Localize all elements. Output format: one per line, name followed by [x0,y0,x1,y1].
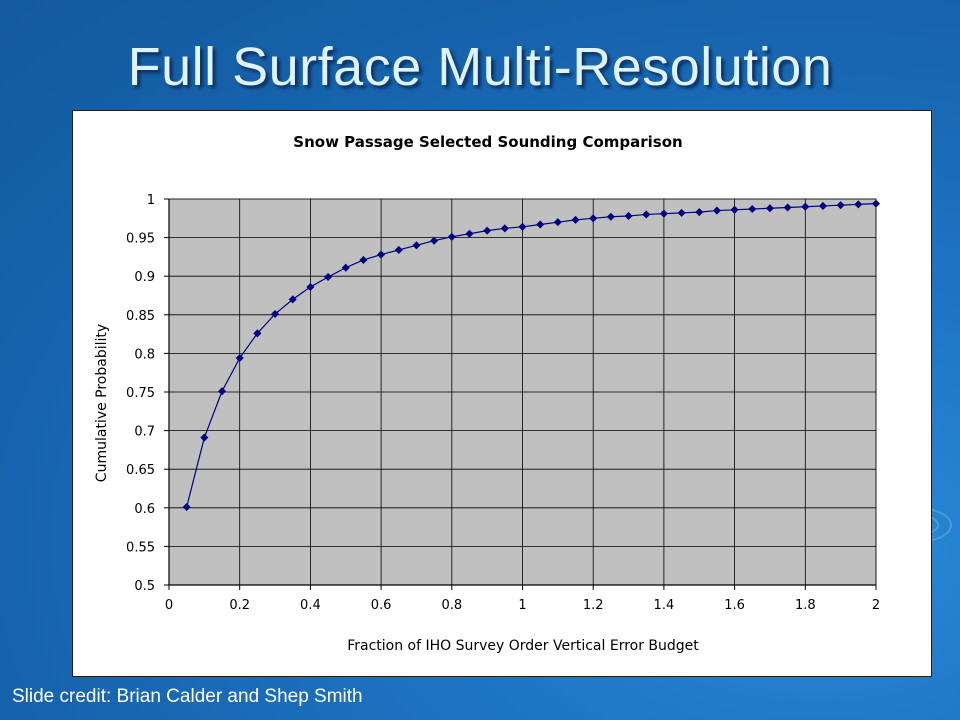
cumulative-probability-chart: Snow Passage Selected Sounding Compariso… [94,133,881,654]
data-point-marker [589,214,598,223]
data-point-marker [730,205,739,214]
x-tick-label: 0.8 [441,598,462,613]
x-tick-label: 0.4 [300,598,321,613]
x-tick-label: 1.4 [654,598,675,613]
data-point-marker [341,263,350,272]
data-point-marker [836,201,845,210]
data-point-marker [712,206,721,215]
chart-title: Snow Passage Selected Sounding Compariso… [293,133,682,151]
x-tick-label: 0.2 [229,598,250,613]
y-tick-label: 0.6 [134,502,155,517]
data-point-marker [412,241,421,250]
y-tick-label: 0.65 [126,463,155,478]
x-tick-label: 2 [872,598,880,613]
x-tick-label: 1.6 [724,598,745,613]
data-point-marker [394,245,403,254]
data-point-marker [571,215,580,224]
data-point-marker [288,295,297,304]
data-point-marker [818,201,827,210]
y-tick-label: 1 [147,193,155,208]
y-tick-label: 0.5 [134,579,155,594]
data-point-marker [536,220,545,229]
x-axis-label: Fraction of IHO Survey Order Vertical Er… [347,638,699,654]
data-point-marker [465,229,474,238]
y-tick-label: 0.9 [134,270,155,285]
data-point-marker [483,226,492,235]
data-point-marker [377,250,386,259]
data-point-marker [801,202,810,211]
data-point-marker [765,204,774,213]
y-tick-label: 0.95 [126,232,155,247]
x-tick-label: 1.2 [583,598,604,613]
slide-credit: Slide credit: Brian Calder and Shep Smit… [12,686,363,707]
data-point-marker [306,282,315,292]
data-point-marker [200,433,209,442]
x-tick-label: 1.8 [795,598,816,613]
data-point-marker [500,224,509,233]
data-point-marker [659,209,668,218]
data-point-marker [642,210,651,219]
slide-title: Full Surface Multi-Resolution [127,37,833,97]
y-axis-label: Cumulative Probability [94,324,110,482]
data-point-marker [606,212,615,221]
data-point-marker [695,208,704,217]
data-point-marker [447,232,456,241]
x-tick-label: 1 [518,598,526,613]
data-point-marker [854,200,863,209]
y-tick-label: 0.75 [126,386,155,401]
y-tick-label: 0.8 [134,347,155,362]
data-point-marker [624,211,633,221]
y-tick-label: 0.7 [134,425,155,440]
data-point-marker [553,218,562,227]
data-point-marker [182,503,191,512]
data-point-marker [430,236,439,245]
data-point-marker [235,354,244,363]
data-point-marker [218,387,227,396]
y-tick-label: 0.55 [126,540,155,555]
series-line [186,203,877,508]
data-point-marker [748,205,757,214]
data-point-marker [783,203,792,212]
data-point-marker [518,222,527,231]
data-point-marker [271,310,280,319]
chart-container: Snow Passage Selected Sounding Compariso… [72,110,932,677]
x-tick-label: 0 [165,598,173,613]
data-point-marker [677,208,686,217]
data-point-marker [871,199,881,208]
y-tick-label: 0.85 [126,309,155,324]
data-point-marker [324,272,333,281]
x-tick-label: 0.6 [371,598,392,613]
data-point-marker [253,329,262,338]
data-point-marker [359,255,368,265]
